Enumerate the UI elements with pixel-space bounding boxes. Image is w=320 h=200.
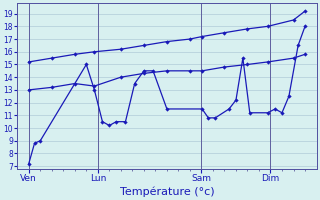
X-axis label: Température (°c): Température (°c) — [120, 186, 214, 197]
